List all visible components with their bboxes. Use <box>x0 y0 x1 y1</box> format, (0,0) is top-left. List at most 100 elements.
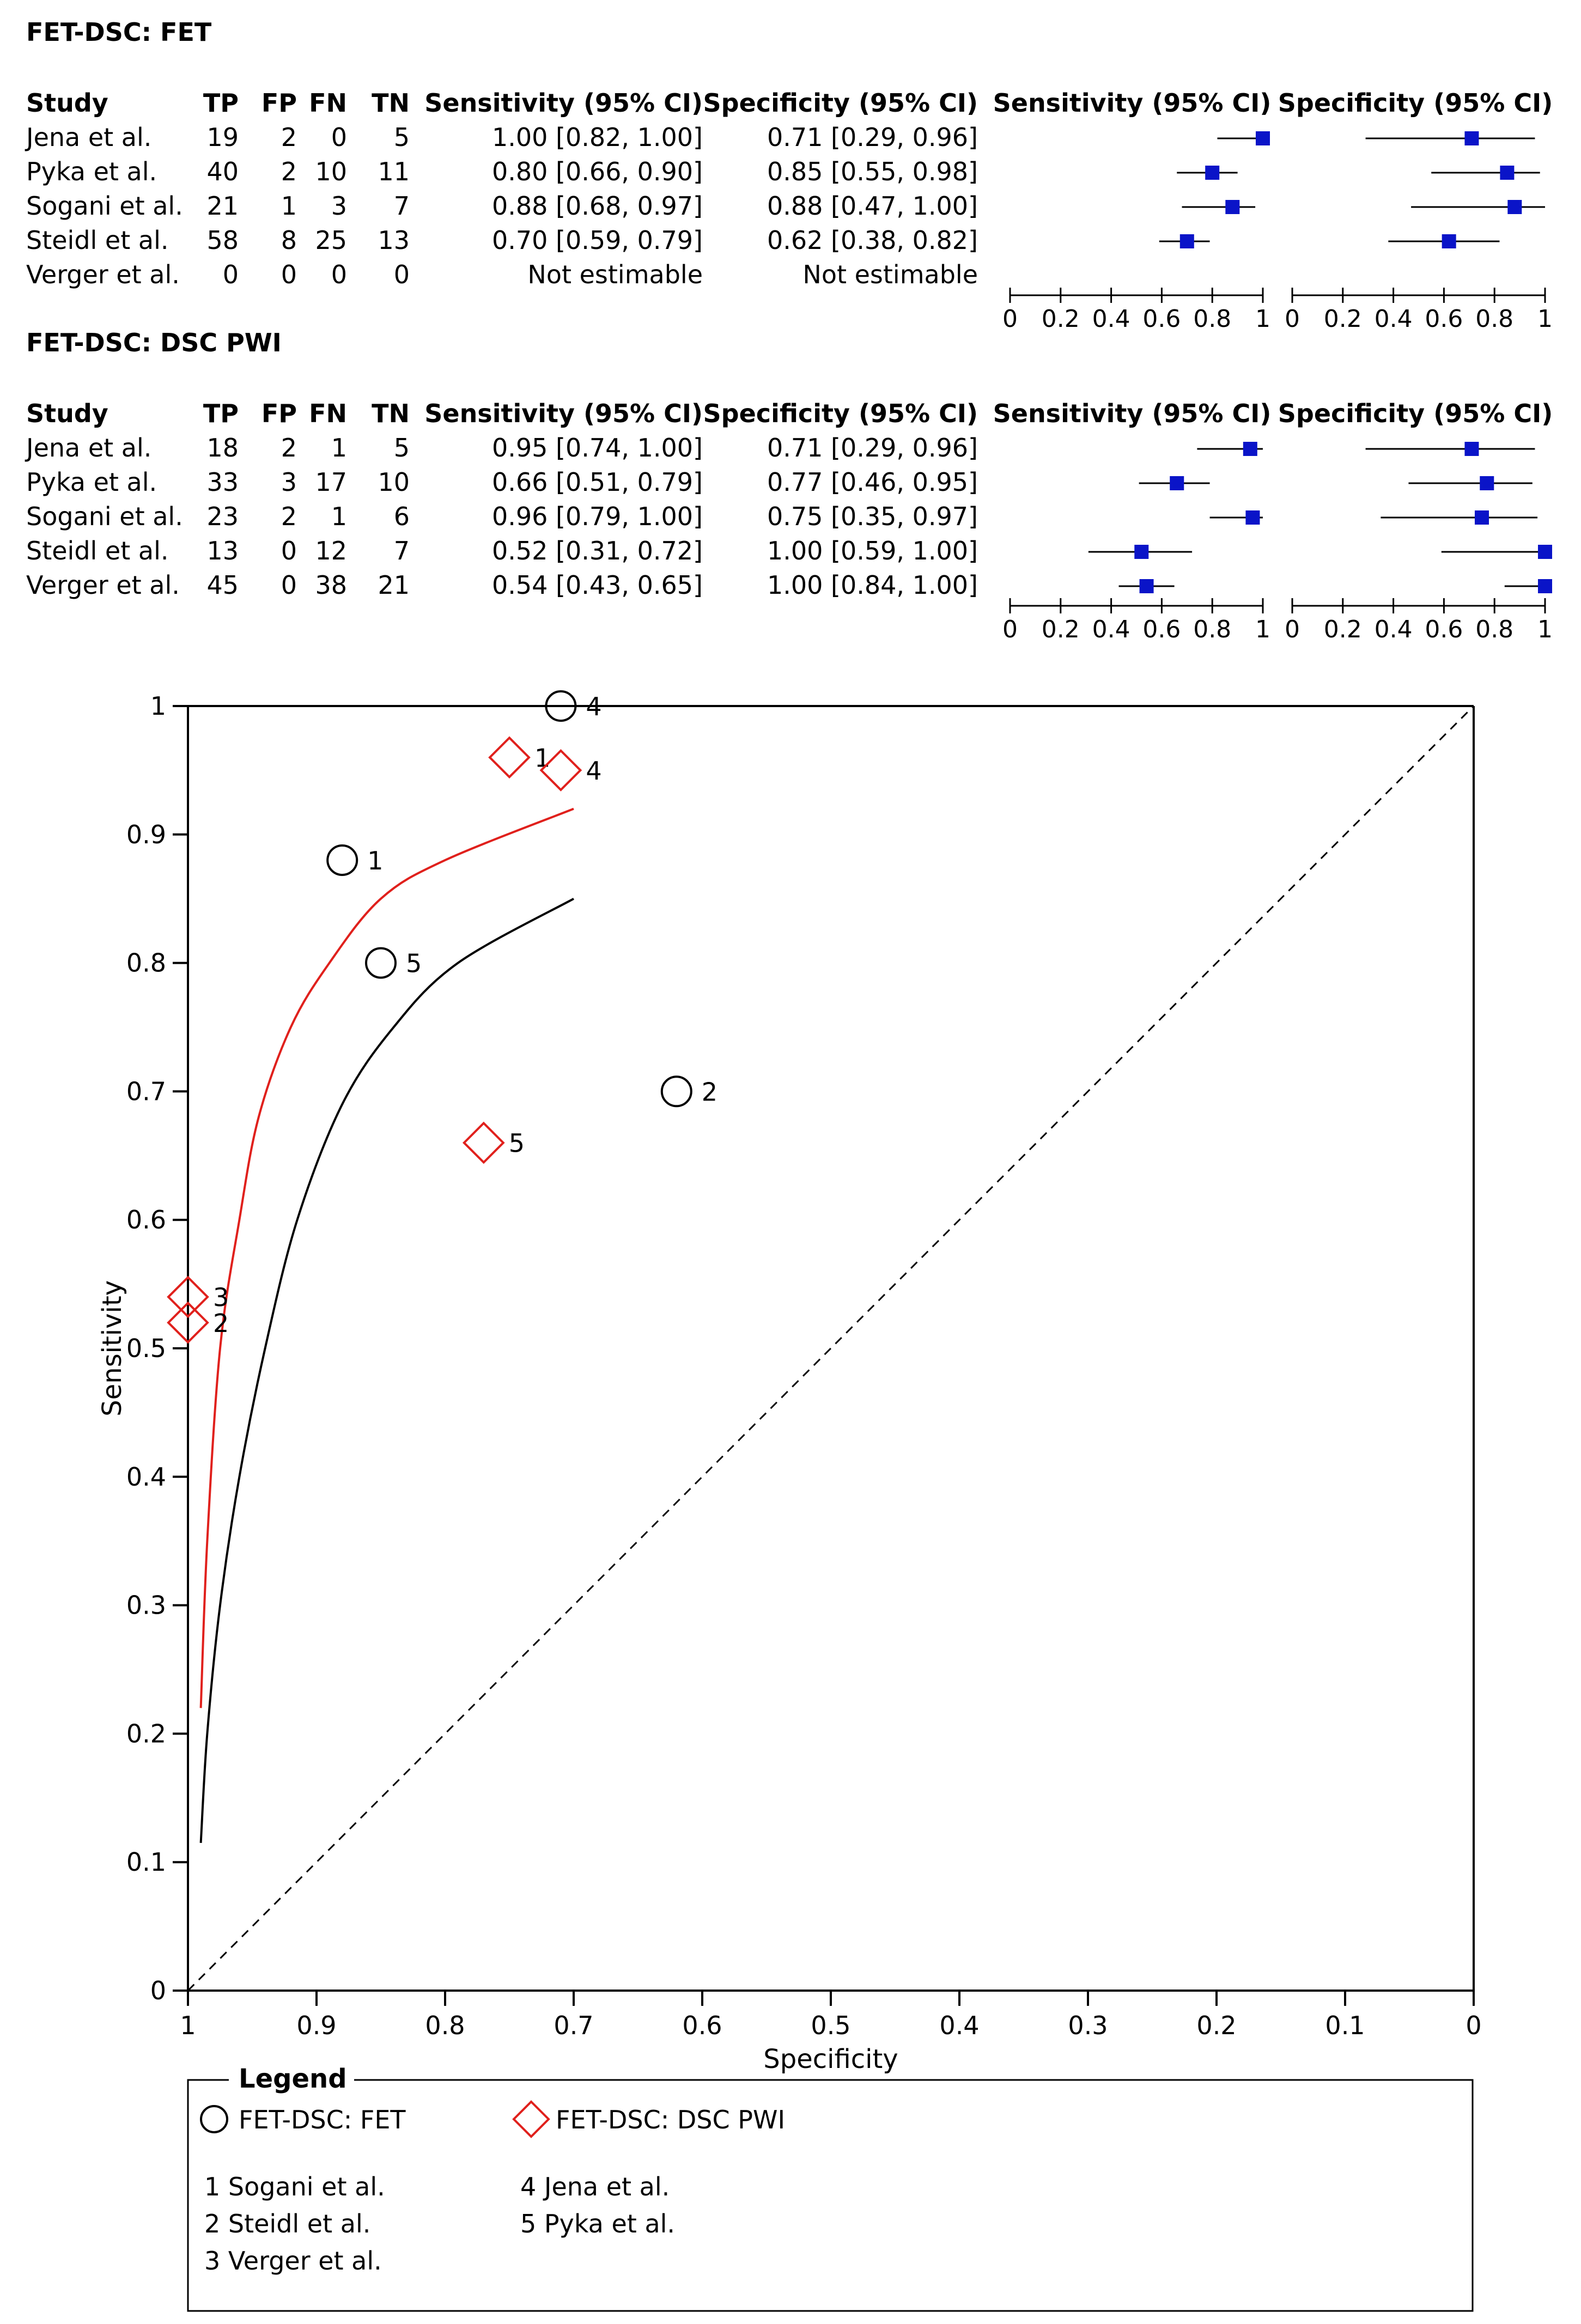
x-tick-label: 0.8 <box>425 2011 465 2040</box>
cell-tn: 5 <box>394 123 410 152</box>
cell-tp: 40 <box>206 157 239 186</box>
x-tick-label: 0.4 <box>939 2011 979 2040</box>
cell-fp: 3 <box>281 467 297 497</box>
cell-fn: 1 <box>331 433 347 463</box>
cell-sensitivity-ci: 1.00 [0.82, 1.00] <box>492 123 703 152</box>
legend-study-5: 5 Pyka et al. <box>520 2209 675 2238</box>
point-label: 4 <box>586 756 601 786</box>
forest-point-specificity <box>1464 442 1479 456</box>
cell-specificity-ci: 0.88 [0.47, 1.00] <box>767 191 978 221</box>
forest-point-sensitivity <box>1205 166 1220 180</box>
point-fet-study-4 <box>545 690 577 722</box>
forest-tick-label: 0.2 <box>1042 305 1080 333</box>
cell-tp: 58 <box>206 226 239 255</box>
forest-tick-label: 0.2 <box>1324 616 1362 643</box>
forest-header-sensitivity: Sensitivity (95% CI) <box>993 399 1272 428</box>
cell-fp: 0 <box>281 570 297 600</box>
forest-tick-label: 0 <box>1285 616 1300 643</box>
cell-tp: 45 <box>206 570 239 600</box>
forest-header-specificity: Specificity (95% CI) <box>1278 88 1553 118</box>
legend-study-4: 4 Jena et al. <box>520 2172 670 2201</box>
y-tick-label: 0 <box>150 1976 166 2005</box>
point-fet-study-1 <box>326 844 358 876</box>
forest-tick-label: 0.4 <box>1092 616 1130 643</box>
col-header-tp: TP <box>203 399 239 428</box>
col-header-fn: FN <box>309 88 347 118</box>
cell-fn: 1 <box>331 502 347 531</box>
cell-tn: 10 <box>378 467 410 497</box>
x-axis-label: Specificity <box>763 2044 898 2074</box>
x-tick-label: 0.9 <box>296 2011 336 2040</box>
cell-sensitivity-ci: Not estimable <box>527 260 703 289</box>
cell-fp: 2 <box>281 433 297 463</box>
col-header-fn: FN <box>309 399 347 428</box>
y-tick-label: 0.7 <box>126 1076 166 1106</box>
col-header-study: Study <box>26 399 108 428</box>
cell-fp: 8 <box>281 226 297 255</box>
cell-tn: 6 <box>394 502 410 531</box>
cell-study: Pyka et al. <box>26 467 157 497</box>
forest-point-specificity <box>1475 510 1489 525</box>
point-label: 5 <box>509 1129 525 1158</box>
cell-study: Jena et al. <box>25 433 151 463</box>
cell-fn: 38 <box>315 570 347 600</box>
cell-specificity-ci: Not estimable <box>802 260 978 289</box>
y-tick-label: 0.8 <box>126 948 166 978</box>
forest-tick-label: 0 <box>1002 616 1018 643</box>
cell-sensitivity-ci: 0.88 [0.68, 0.97] <box>492 191 703 221</box>
cell-tp: 21 <box>206 191 239 221</box>
col-header-sensitivity: Sensitivity (95% CI) <box>424 88 703 118</box>
legend-entry-dsc-pwi: FET-DSC: DSC PWI <box>556 2105 785 2134</box>
col-header-study: Study <box>26 88 108 118</box>
cell-fn: 0 <box>331 123 347 152</box>
forest-header-sensitivity: Sensitivity (95% CI) <box>993 88 1272 118</box>
forest-point-sensitivity <box>1170 476 1184 490</box>
forest-point-sensitivity <box>1245 510 1260 525</box>
cell-fn: 0 <box>331 260 347 289</box>
forest-tick-label: 0 <box>1285 305 1300 333</box>
y-tick-label: 0.5 <box>126 1334 166 1363</box>
forest-tick-label: 0.6 <box>1425 305 1463 333</box>
cell-tp: 33 <box>206 467 239 497</box>
cell-tn: 11 <box>378 157 410 186</box>
sroc-plot: 0 0.1 0.2 0.3 0.4 0.5 0.6 0.7 0.8 0.9 1 1 0.9 0.8 0.7 0… <box>97 690 1482 2074</box>
x-tick-label: 0.5 <box>811 2011 850 2040</box>
legend-entry-fet: FET-DSC: FET <box>239 2105 406 2134</box>
cell-tn: 21 <box>378 570 410 600</box>
forest-tick-label: 1 <box>1255 305 1270 333</box>
legend-title: Legend <box>239 2064 347 2094</box>
cell-specificity-ci: 0.71 [0.29, 0.96] <box>767 123 978 152</box>
x-tick-label: 0.2 <box>1196 2011 1236 2040</box>
cell-sensitivity-ci: 0.52 [0.31, 0.72] <box>492 536 703 565</box>
forest-tick-label: 0.4 <box>1092 305 1130 333</box>
cell-sensitivity-ci: 0.95 [0.74, 1.00] <box>492 433 703 463</box>
col-header-fp: FP <box>262 399 297 428</box>
point-label: 4 <box>586 692 601 721</box>
cell-specificity-ci: 0.77 [0.46, 0.95] <box>767 467 978 497</box>
cell-fp: 2 <box>281 502 297 531</box>
cell-study: Sogani et al. <box>26 191 183 221</box>
cell-specificity-ci: 0.62 [0.38, 0.82] <box>767 226 978 255</box>
col-header-tn: TN <box>372 399 410 428</box>
cell-tp: 0 <box>223 260 239 289</box>
y-tick-label: 0.1 <box>126 1847 166 1877</box>
legend-study-1: 1 Sogani et al. <box>204 2172 385 2201</box>
forest-point-sensitivity <box>1134 545 1149 559</box>
forest-tick-label: 0.4 <box>1375 616 1413 643</box>
cell-tp: 19 <box>206 123 239 152</box>
x-tick-label: 0.3 <box>1068 2011 1108 2040</box>
legend-circle-icon <box>200 2105 228 2133</box>
col-header-specificity: Specificity (95% CI) <box>703 399 978 428</box>
cell-specificity-ci: 1.00 [0.59, 1.00] <box>767 536 978 565</box>
y-tick-label: 0.9 <box>126 820 166 849</box>
forest-point-specificity <box>1500 166 1515 180</box>
cell-tn: 5 <box>394 433 410 463</box>
point-dsc-pwi-study-2 <box>167 1301 209 1344</box>
forest-tick-label: 0.4 <box>1375 305 1413 333</box>
cell-tn: 7 <box>394 191 410 221</box>
sroc-curve-dsc-pwi <box>199 807 574 1708</box>
cell-sensitivity-ci: 0.70 [0.59, 0.79] <box>492 226 703 255</box>
cell-fn: 10 <box>315 157 347 186</box>
cell-study: Jena et al. <box>25 123 151 152</box>
forest-tick-label: 0.2 <box>1324 305 1362 333</box>
